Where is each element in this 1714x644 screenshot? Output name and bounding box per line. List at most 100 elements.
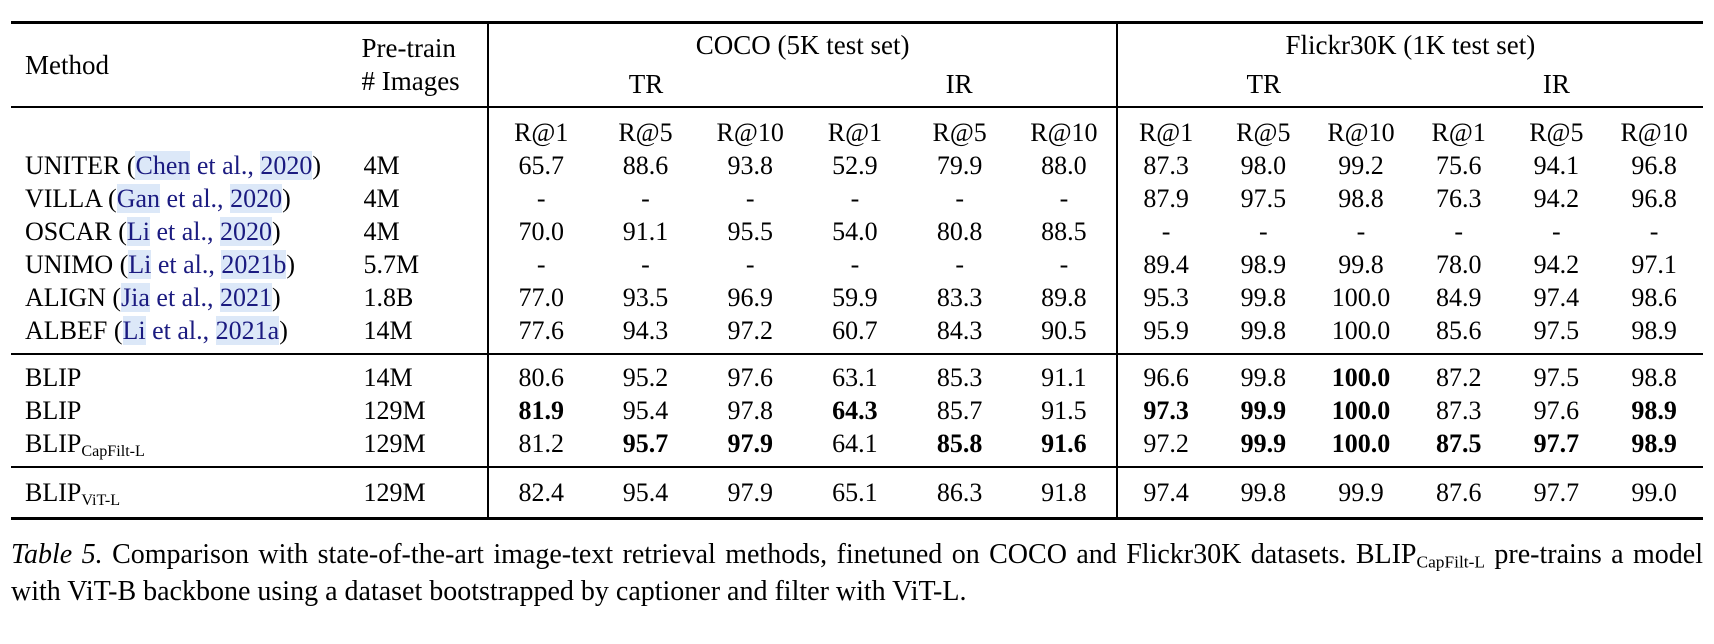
metric-header: R@1	[827, 117, 883, 147]
metric-value: 99.8	[1338, 250, 1384, 279]
method-name: UNIMO (Li et al., 2021b)	[11, 248, 361, 281]
text-segment: BLIP	[1355, 539, 1417, 570]
metric-value: -	[850, 184, 860, 213]
metric-value: 99.2	[1338, 151, 1384, 180]
metric-header: R@1	[487, 107, 594, 149]
header-row-groups: Method Pre-train # Images COCO (5K test …	[11, 22, 1703, 96]
col-header-coco: COCO (5K test set)	[487, 22, 1117, 69]
pretrain-images-value: 129M	[363, 396, 426, 425]
citation-link[interactable]: Jia	[121, 283, 150, 312]
metric-header: R@10	[716, 117, 784, 147]
text-segment: ALIGN (	[25, 283, 122, 312]
citation-link[interactable]: Li	[126, 217, 150, 246]
metric-value: 94.3	[622, 316, 669, 345]
citation-link[interactable]: Gan	[116, 184, 161, 213]
text-segment: BLIP	[25, 363, 82, 392]
metric-value: 97.4	[1115, 466, 1215, 519]
citation-link[interactable]: Chen	[135, 151, 191, 180]
table-caption: Table 5. Comparison with state-of-the-ar…	[11, 536, 1703, 610]
citation-link[interactable]: et al.,	[145, 316, 216, 345]
metric-value: 89.4	[1115, 248, 1215, 281]
pretrain-images-value: 4M	[363, 151, 400, 180]
text-segment: VILLA (	[25, 184, 117, 213]
metric-value: 54.0	[832, 217, 878, 246]
metric-value: 98.6	[1631, 283, 1677, 312]
metric-header: R@5	[618, 117, 673, 147]
results-table: Method Pre-train # Images COCO (5K test …	[11, 21, 1703, 520]
text-segment: BLIP	[25, 429, 82, 458]
col-header-pretrain-line2: # Images	[361, 66, 460, 96]
metric-value: 99.8	[1240, 316, 1287, 345]
text-segment: )	[271, 283, 281, 312]
text-segment: Comparison with state-of-the-art image-t…	[102, 539, 1356, 570]
text-segment: OSCAR (	[25, 217, 127, 246]
metric-value: 96.8	[1631, 151, 1677, 180]
col-header-coco-tr: TR	[487, 69, 803, 107]
metric-value: -	[641, 250, 650, 279]
metric-value: 87.2	[1409, 353, 1508, 394]
metric-value: 89.8	[1041, 283, 1087, 312]
metric-value: 88.0	[1041, 151, 1087, 180]
metric-value: 95.4	[622, 396, 669, 425]
metrics-header-row: R@1 R@5 R@10 R@1 R@5 R@10 R@1 R@5 R@10 R…	[11, 107, 1703, 149]
metric-value: 97.9	[697, 466, 803, 519]
table-row: UNIMO (Li et al., 2021b) 5.7M - - - - - -89.4 98…	[11, 248, 1703, 281]
metric-value: 97.7	[1533, 429, 1580, 458]
col-header-pretrain: Pre-train # Images	[361, 23, 488, 108]
text-segment: BLIP	[25, 396, 82, 425]
citation-link[interactable]: 2020	[220, 217, 272, 246]
metric-value: 88.5	[1041, 217, 1087, 246]
citation-link[interactable]: et al.,	[151, 250, 222, 279]
metric-value: 99.9	[1312, 466, 1410, 519]
metric-value: 80.6	[487, 353, 594, 394]
table-body: R@1 R@5 R@10 R@1 R@5 R@10 R@1 R@5 R@10 R…	[11, 107, 1703, 519]
metric-value: 95.7	[622, 429, 669, 458]
metric-value: 97.8	[727, 396, 773, 425]
col-header-flickr-ir: IR	[1542, 69, 1570, 99]
metric-value: 97.7	[1507, 466, 1606, 519]
metric-value: 99.8	[1214, 353, 1313, 394]
metric-value: 98.8	[1338, 184, 1384, 213]
citation-link[interactable]: et al.,	[149, 217, 220, 246]
metric-value: -	[487, 182, 594, 215]
metric-value: 60.7	[832, 316, 878, 345]
metric-value: 86.3	[907, 466, 1013, 519]
metric-value: 97.5	[1507, 353, 1606, 394]
metric-value: 100.0	[1331, 283, 1391, 312]
pretrain-images-value: 4M	[363, 184, 400, 213]
metric-value: 95.5	[727, 217, 773, 246]
method-name: VILLA (Gan et al., 2020)	[11, 182, 361, 215]
metric-value: 75.6	[1435, 151, 1482, 180]
col-header-method: Method	[25, 49, 109, 80]
metric-value: 87.5	[1435, 429, 1482, 458]
metric-value: 84.3	[936, 316, 983, 345]
method-name: UNITER (Chen et al., 2020)	[11, 149, 361, 182]
citation-link[interactable]: 2020	[230, 184, 283, 213]
citation-link[interactable]: 2021b	[221, 250, 287, 279]
metric-value: 97.4	[1533, 283, 1580, 312]
citation-link[interactable]: et al.,	[149, 283, 220, 312]
paper-page: Method Pre-train # Images COCO (5K test …	[11, 21, 1703, 610]
metric-value: 87.9	[1115, 182, 1215, 215]
metric-value: 70.0	[487, 215, 594, 248]
caption-label: Table 5.	[11, 539, 103, 570]
metric-value: 97.3	[1115, 394, 1215, 427]
subscript-label: ViT-L	[81, 492, 121, 510]
citation-link[interactable]: Li	[122, 316, 146, 345]
metric-value: -	[850, 250, 860, 279]
metric-value: 64.3	[832, 396, 878, 425]
citation-link[interactable]: 2021a	[215, 316, 280, 345]
metric-value: -	[641, 184, 650, 213]
metric-value: 95.2	[593, 353, 698, 394]
citation-link[interactable]: Li	[128, 250, 152, 279]
citation-link[interactable]: et al.,	[160, 184, 231, 213]
citation-link[interactable]: 2020	[260, 151, 313, 180]
metric-value: 91.6	[1041, 429, 1087, 458]
citation-link[interactable]: et al.,	[190, 151, 261, 180]
metric-value: 100.0	[1331, 429, 1391, 458]
metric-value: 99.0	[1605, 466, 1703, 519]
subscript-label: CapFilt-L	[81, 443, 145, 461]
citation-link[interactable]: 2021	[219, 283, 272, 312]
method-name: ALIGN (Jia et al., 2021)	[11, 281, 361, 314]
metric-value: 98.0	[1240, 151, 1287, 180]
